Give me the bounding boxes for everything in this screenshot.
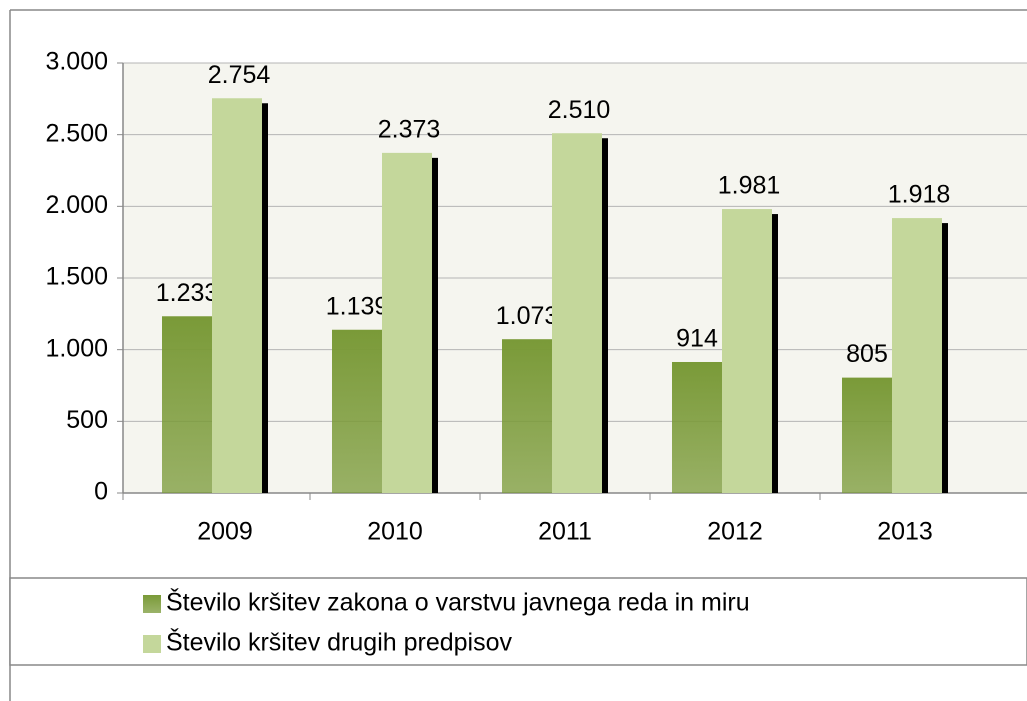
bar-shadow <box>772 214 778 493</box>
y-tick-label: 1.500 <box>45 263 108 291</box>
bar <box>332 329 382 493</box>
x-tick-label: 2012 <box>707 518 763 546</box>
legend <box>9 577 1027 666</box>
bar-shadow <box>432 157 438 493</box>
data-label: 2.373 <box>378 115 441 143</box>
data-label: 2.510 <box>548 96 611 124</box>
y-tick-label: 2.500 <box>45 119 108 147</box>
legend-marker <box>143 595 161 613</box>
x-tick-label: 2013 <box>877 518 933 546</box>
y-tick-label: 1.000 <box>45 334 108 362</box>
bar-shadow <box>602 138 608 493</box>
bar <box>212 98 262 493</box>
y-tick-label: 500 <box>66 406 108 434</box>
data-label: 1.073 <box>496 302 559 330</box>
y-tick-label: 2.000 <box>45 191 108 219</box>
bar-shadow <box>262 103 268 493</box>
x-tick-label: 2009 <box>197 518 253 546</box>
bar <box>552 133 602 493</box>
bar <box>892 218 942 493</box>
y-tick-label: 3.000 <box>45 48 108 76</box>
bar-shadow <box>942 223 948 493</box>
data-label: 805 <box>846 340 888 368</box>
data-label: 914 <box>676 325 718 353</box>
bar <box>382 152 432 493</box>
legend-label: Število kršitev zakona o varstvu javnega… <box>166 588 750 617</box>
bar <box>842 377 892 493</box>
bar <box>672 361 722 493</box>
legend-label: Število kršitev drugih predpisov <box>166 628 512 657</box>
data-label: 1.233 <box>156 279 219 307</box>
bar <box>502 339 552 493</box>
legend-marker <box>143 635 161 653</box>
data-label: 1.139 <box>326 292 389 320</box>
data-label: 1.918 <box>888 181 951 209</box>
x-tick-label: 2011 <box>538 518 592 546</box>
data-label: 2.754 <box>208 61 271 89</box>
bar <box>722 209 772 493</box>
data-label: 1.981 <box>718 172 781 200</box>
x-tick-label: 2010 <box>367 518 423 546</box>
y-tick-label: 0 <box>94 478 108 506</box>
bar <box>162 316 212 493</box>
